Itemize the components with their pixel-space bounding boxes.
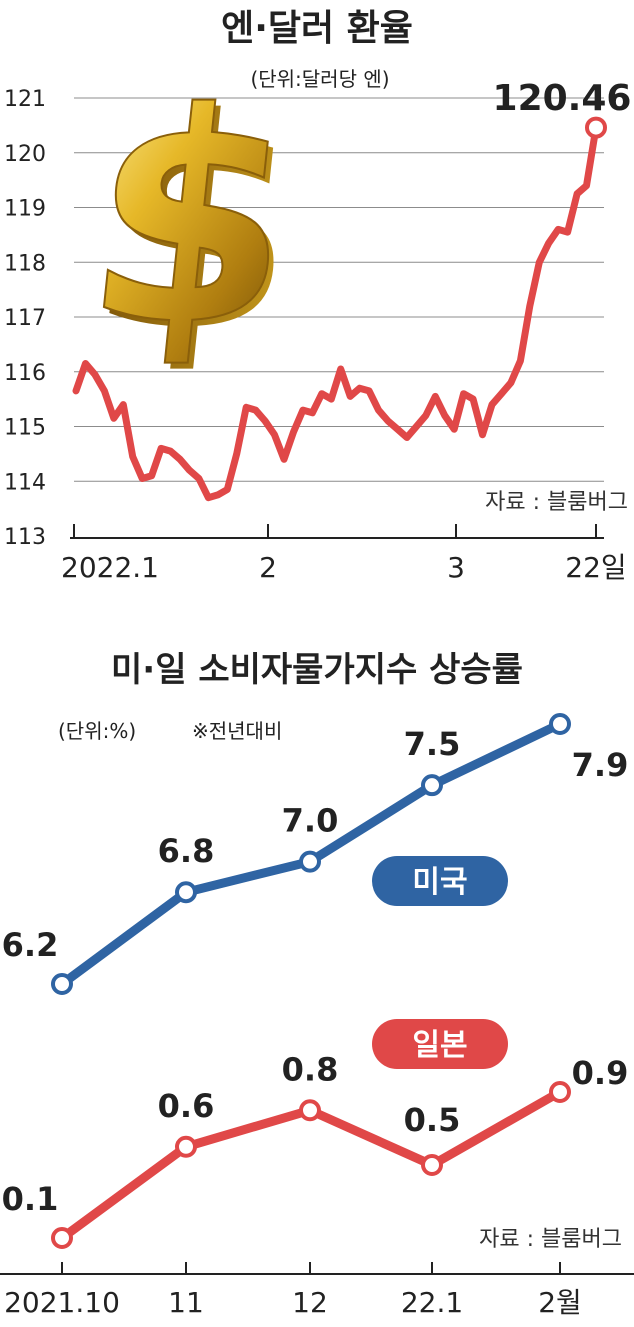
x-tick-label: 2 bbox=[259, 551, 277, 584]
chart1-unit: (단위:달러당 엔) bbox=[250, 67, 389, 91]
data-label-us: 6.2 bbox=[2, 926, 59, 964]
data-point-us bbox=[421, 774, 443, 797]
chart2-source: 자료 : 블룸버그 bbox=[479, 1227, 622, 1252]
chart2-note: ※전년대비 bbox=[192, 719, 282, 743]
svg-text:미국: 미국 bbox=[412, 865, 467, 900]
y-tick-label: 121 bbox=[4, 87, 46, 112]
chart2-value-labels: 6.2 6.8 7.0 7.5 7.9 0.1 0.6 0.8 0.5 0.9 bbox=[2, 725, 629, 1218]
y-tick-label: 113 bbox=[4, 525, 46, 550]
chart1-end-point bbox=[585, 116, 607, 139]
x-tick-label: 3 bbox=[447, 551, 465, 584]
data-label-us: 6.8 bbox=[158, 832, 215, 870]
data-point-jp bbox=[51, 1227, 73, 1249]
data-point-us bbox=[299, 850, 321, 873]
data-label-us: 7.9 bbox=[572, 746, 629, 784]
x-tick-label: 22일 bbox=[565, 551, 626, 584]
data-point-jp bbox=[175, 1135, 197, 1158]
y-tick-label: 114 bbox=[4, 470, 46, 495]
chart1-source: 자료 : 블룸버그 bbox=[485, 490, 628, 515]
data-label-jp: 0.8 bbox=[282, 1050, 339, 1088]
svg-text:$: $ bbox=[72, 51, 309, 389]
dollar-sign-icon: $ $ bbox=[71, 50, 315, 395]
data-point-jp bbox=[549, 1081, 571, 1103]
data-label-jp: 0.6 bbox=[158, 1087, 215, 1125]
chart2-unit: (단위:%) bbox=[58, 719, 136, 743]
chart1-title: 엔·달러 환율 bbox=[221, 8, 413, 49]
chart2-points bbox=[51, 713, 571, 1249]
y-tick-label: 116 bbox=[4, 361, 46, 386]
chart1-source-bg bbox=[440, 482, 632, 518]
legend-us-badge: 미국 bbox=[372, 856, 508, 906]
legend-jp-badge: 일본 bbox=[372, 1019, 508, 1069]
y-tick-label: 118 bbox=[4, 251, 46, 276]
data-label-jp: 0.5 bbox=[404, 1101, 461, 1139]
data-point-us bbox=[51, 973, 73, 995]
chart1-end-value-label: 120.46 bbox=[493, 78, 632, 119]
y-tick-label: 117 bbox=[4, 306, 46, 331]
data-label-us: 7.5 bbox=[404, 725, 461, 763]
x-tick-label: 11 bbox=[168, 1286, 204, 1319]
chart1-x-ticks: 2022.1 2 3 22일 bbox=[61, 524, 627, 584]
data-point-us bbox=[549, 713, 571, 735]
data-point-jp bbox=[299, 1099, 321, 1122]
x-tick-label: 2022.1 bbox=[61, 551, 159, 584]
data-label-jp: 0.1 bbox=[2, 1180, 59, 1218]
chart1-y-tick-labels: 113 114 115 116 117 118 119 120 121 bbox=[4, 87, 46, 550]
data-label-us: 7.0 bbox=[282, 802, 339, 840]
x-tick-label: 12 bbox=[292, 1286, 328, 1319]
data-point-us bbox=[175, 881, 197, 904]
x-tick-label: 2월 bbox=[538, 1286, 582, 1319]
chart2-title: 미·일 소비자물가지수 상승률 bbox=[111, 650, 523, 690]
data-point-jp bbox=[421, 1154, 443, 1176]
y-tick-label: 115 bbox=[4, 416, 46, 441]
y-tick-label: 119 bbox=[4, 197, 46, 222]
chart1-yen-dollar-line bbox=[72, 124, 600, 502]
y-tick-label: 120 bbox=[4, 142, 46, 167]
chart2-x-ticks: 2021.10 11 12 22.1 2월 bbox=[4, 1262, 582, 1319]
svg-text:$: $ bbox=[78, 57, 315, 395]
x-tick-label: 22.1 bbox=[401, 1286, 463, 1319]
x-tick-label: 2021.10 bbox=[4, 1286, 120, 1319]
svg-text:일본: 일본 bbox=[412, 1028, 467, 1063]
data-label-jp: 0.9 bbox=[572, 1054, 629, 1092]
